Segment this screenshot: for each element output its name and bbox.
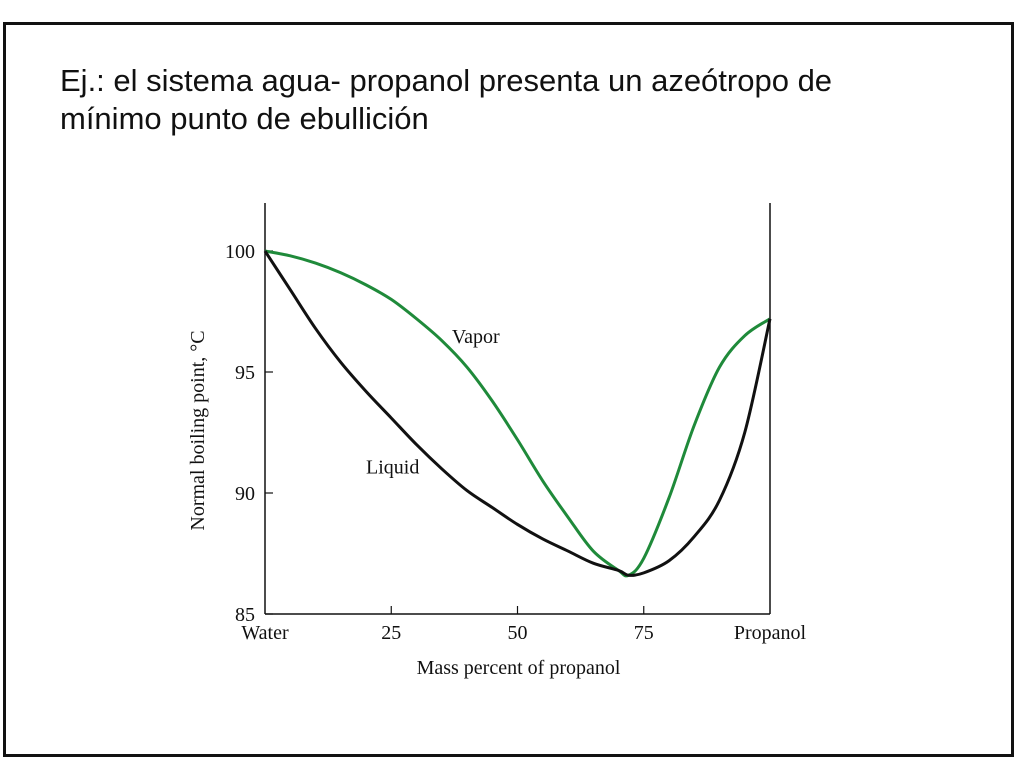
y-tick-label: 100 [225, 241, 255, 263]
slide-frame [3, 22, 1014, 757]
y-axis-label: Normal boiling point, °C [187, 330, 209, 530]
x-tick-label: 75 [634, 622, 654, 644]
slide-title-line-2: mínimo punto de ebullición [60, 101, 429, 136]
slide-title: Ej.: el sistema agua- propanol presenta … [60, 62, 960, 138]
liquid-curve [263, 250, 772, 577]
y-tick-label: 95 [235, 362, 255, 384]
y-tick-label: 85 [235, 604, 255, 626]
series-layer [263, 249, 772, 578]
labels-layer: 85 90 95 100 Water 25 50 75 Propanol Mass percent… [187, 241, 807, 679]
y-tick-label: 90 [235, 483, 255, 505]
x-tick-label: 50 [508, 622, 528, 644]
liquid-series-label: Liquid [366, 457, 419, 479]
vapor-series-label: Vapor [452, 326, 500, 348]
x-tick-label: 25 [381, 622, 401, 644]
x-axis-label: Mass percent of propanol [417, 657, 621, 679]
x-tick-label: Water [241, 622, 289, 644]
axes [264, 203, 771, 615]
x-tick-label: Propanol [734, 622, 807, 644]
vapor-curve [264, 249, 771, 578]
slide-title-line-1: Ej.: el sistema agua- propanol presenta … [60, 63, 833, 98]
